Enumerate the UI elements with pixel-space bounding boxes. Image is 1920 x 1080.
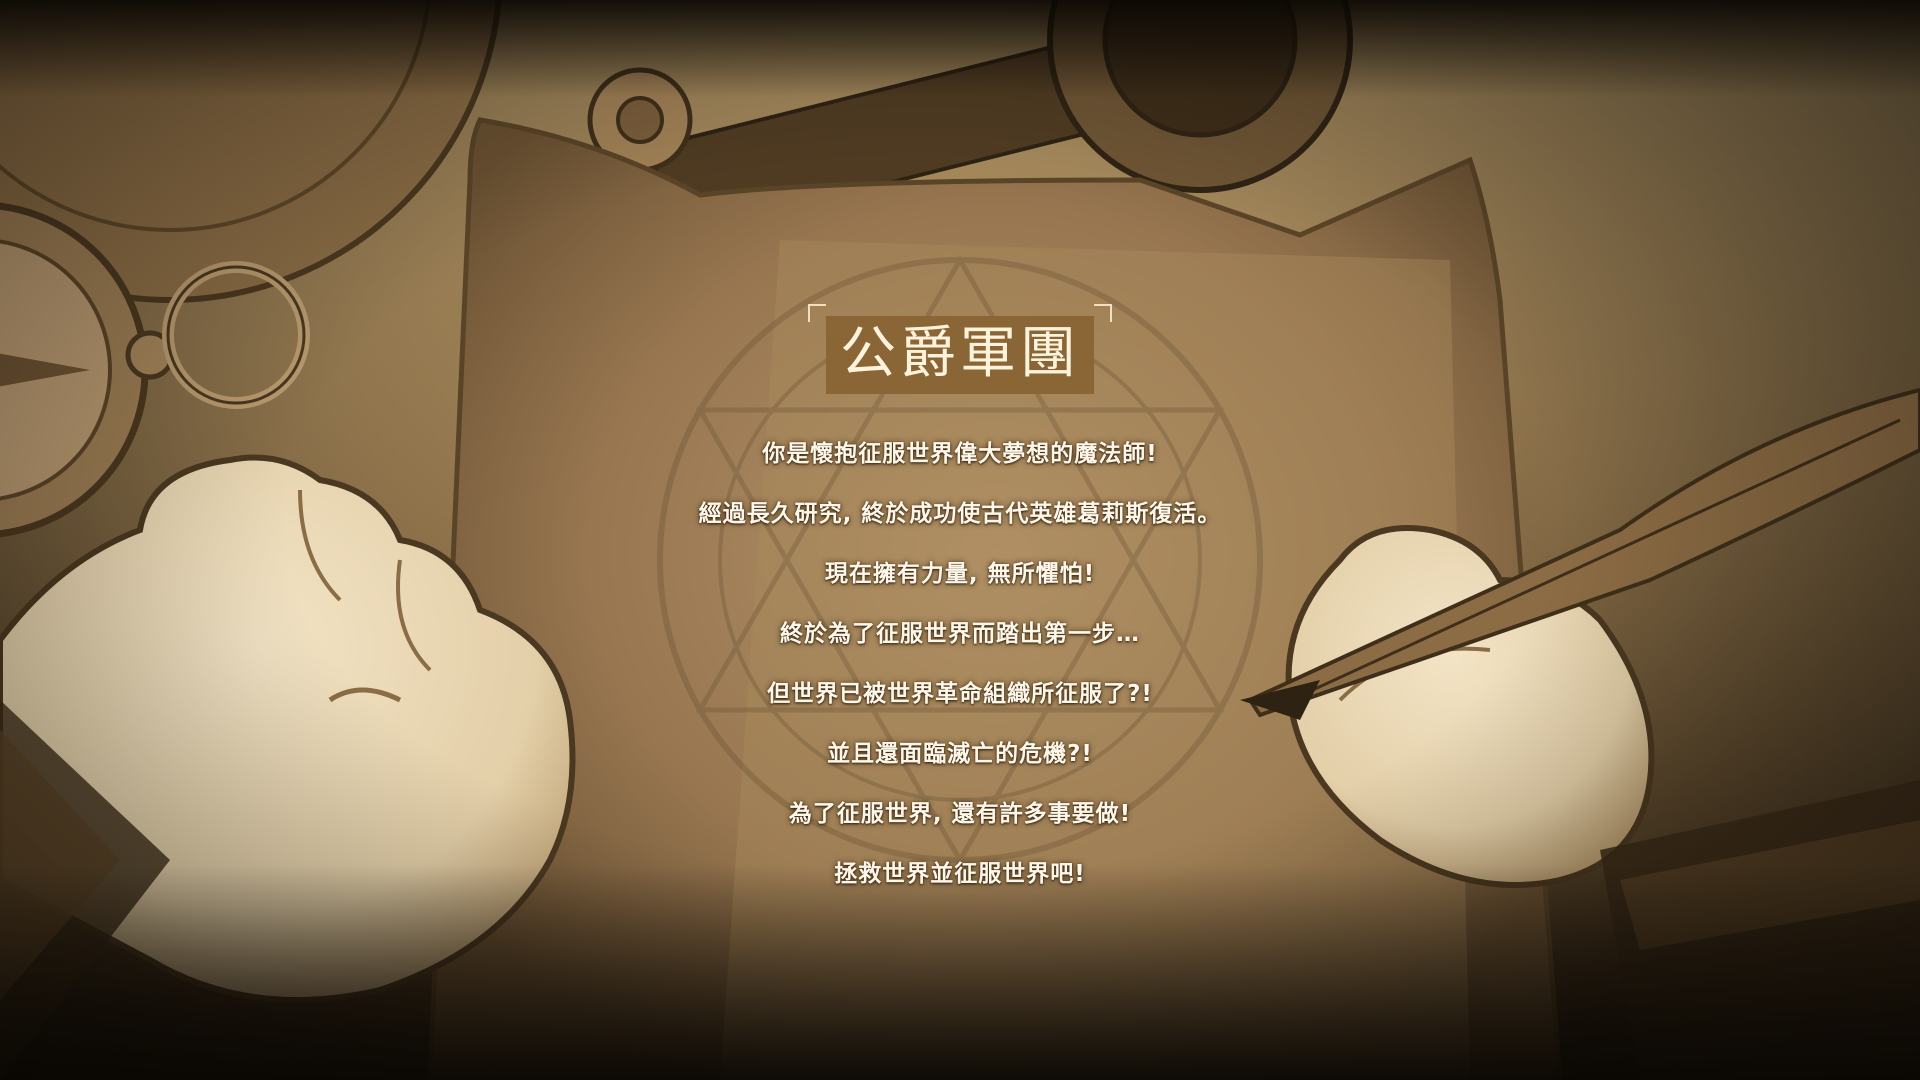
title-corner-top-right bbox=[1094, 304, 1112, 322]
game-title: 公爵軍團 bbox=[840, 321, 1080, 386]
story-line-4: 終於為了征服世界而踏出第一步… bbox=[780, 621, 1140, 647]
story-line-3: 現在擁有力量, 無所懼怕! bbox=[824, 561, 1096, 587]
story-line-2: 經過長久研究, 終於成功使古代英雄葛莉斯復活。 bbox=[698, 501, 1222, 527]
story-panel: 公爵軍團 你是懷抱征服世界偉大夢想的魔法師! 經過長久研究, 終於成功使古代英雄… bbox=[560, 304, 1360, 920]
story-line-7: 為了征服世界, 還有許多事要做! bbox=[788, 801, 1132, 827]
story-line-1: 你是懷抱征服世界偉大夢想的魔法師! bbox=[762, 441, 1158, 467]
story-line-5: 但世界已被世界革命組織所征服了?! bbox=[767, 681, 1153, 707]
title-frame: 公爵軍團 bbox=[808, 304, 1112, 400]
title-corner-top-left bbox=[808, 304, 826, 322]
title-box: 公爵軍團 bbox=[826, 316, 1094, 394]
story-line-6: 並且還面臨滅亡的危機?! bbox=[827, 741, 1093, 767]
story-line-8: 拯救世界並征服世界吧! bbox=[834, 861, 1086, 887]
